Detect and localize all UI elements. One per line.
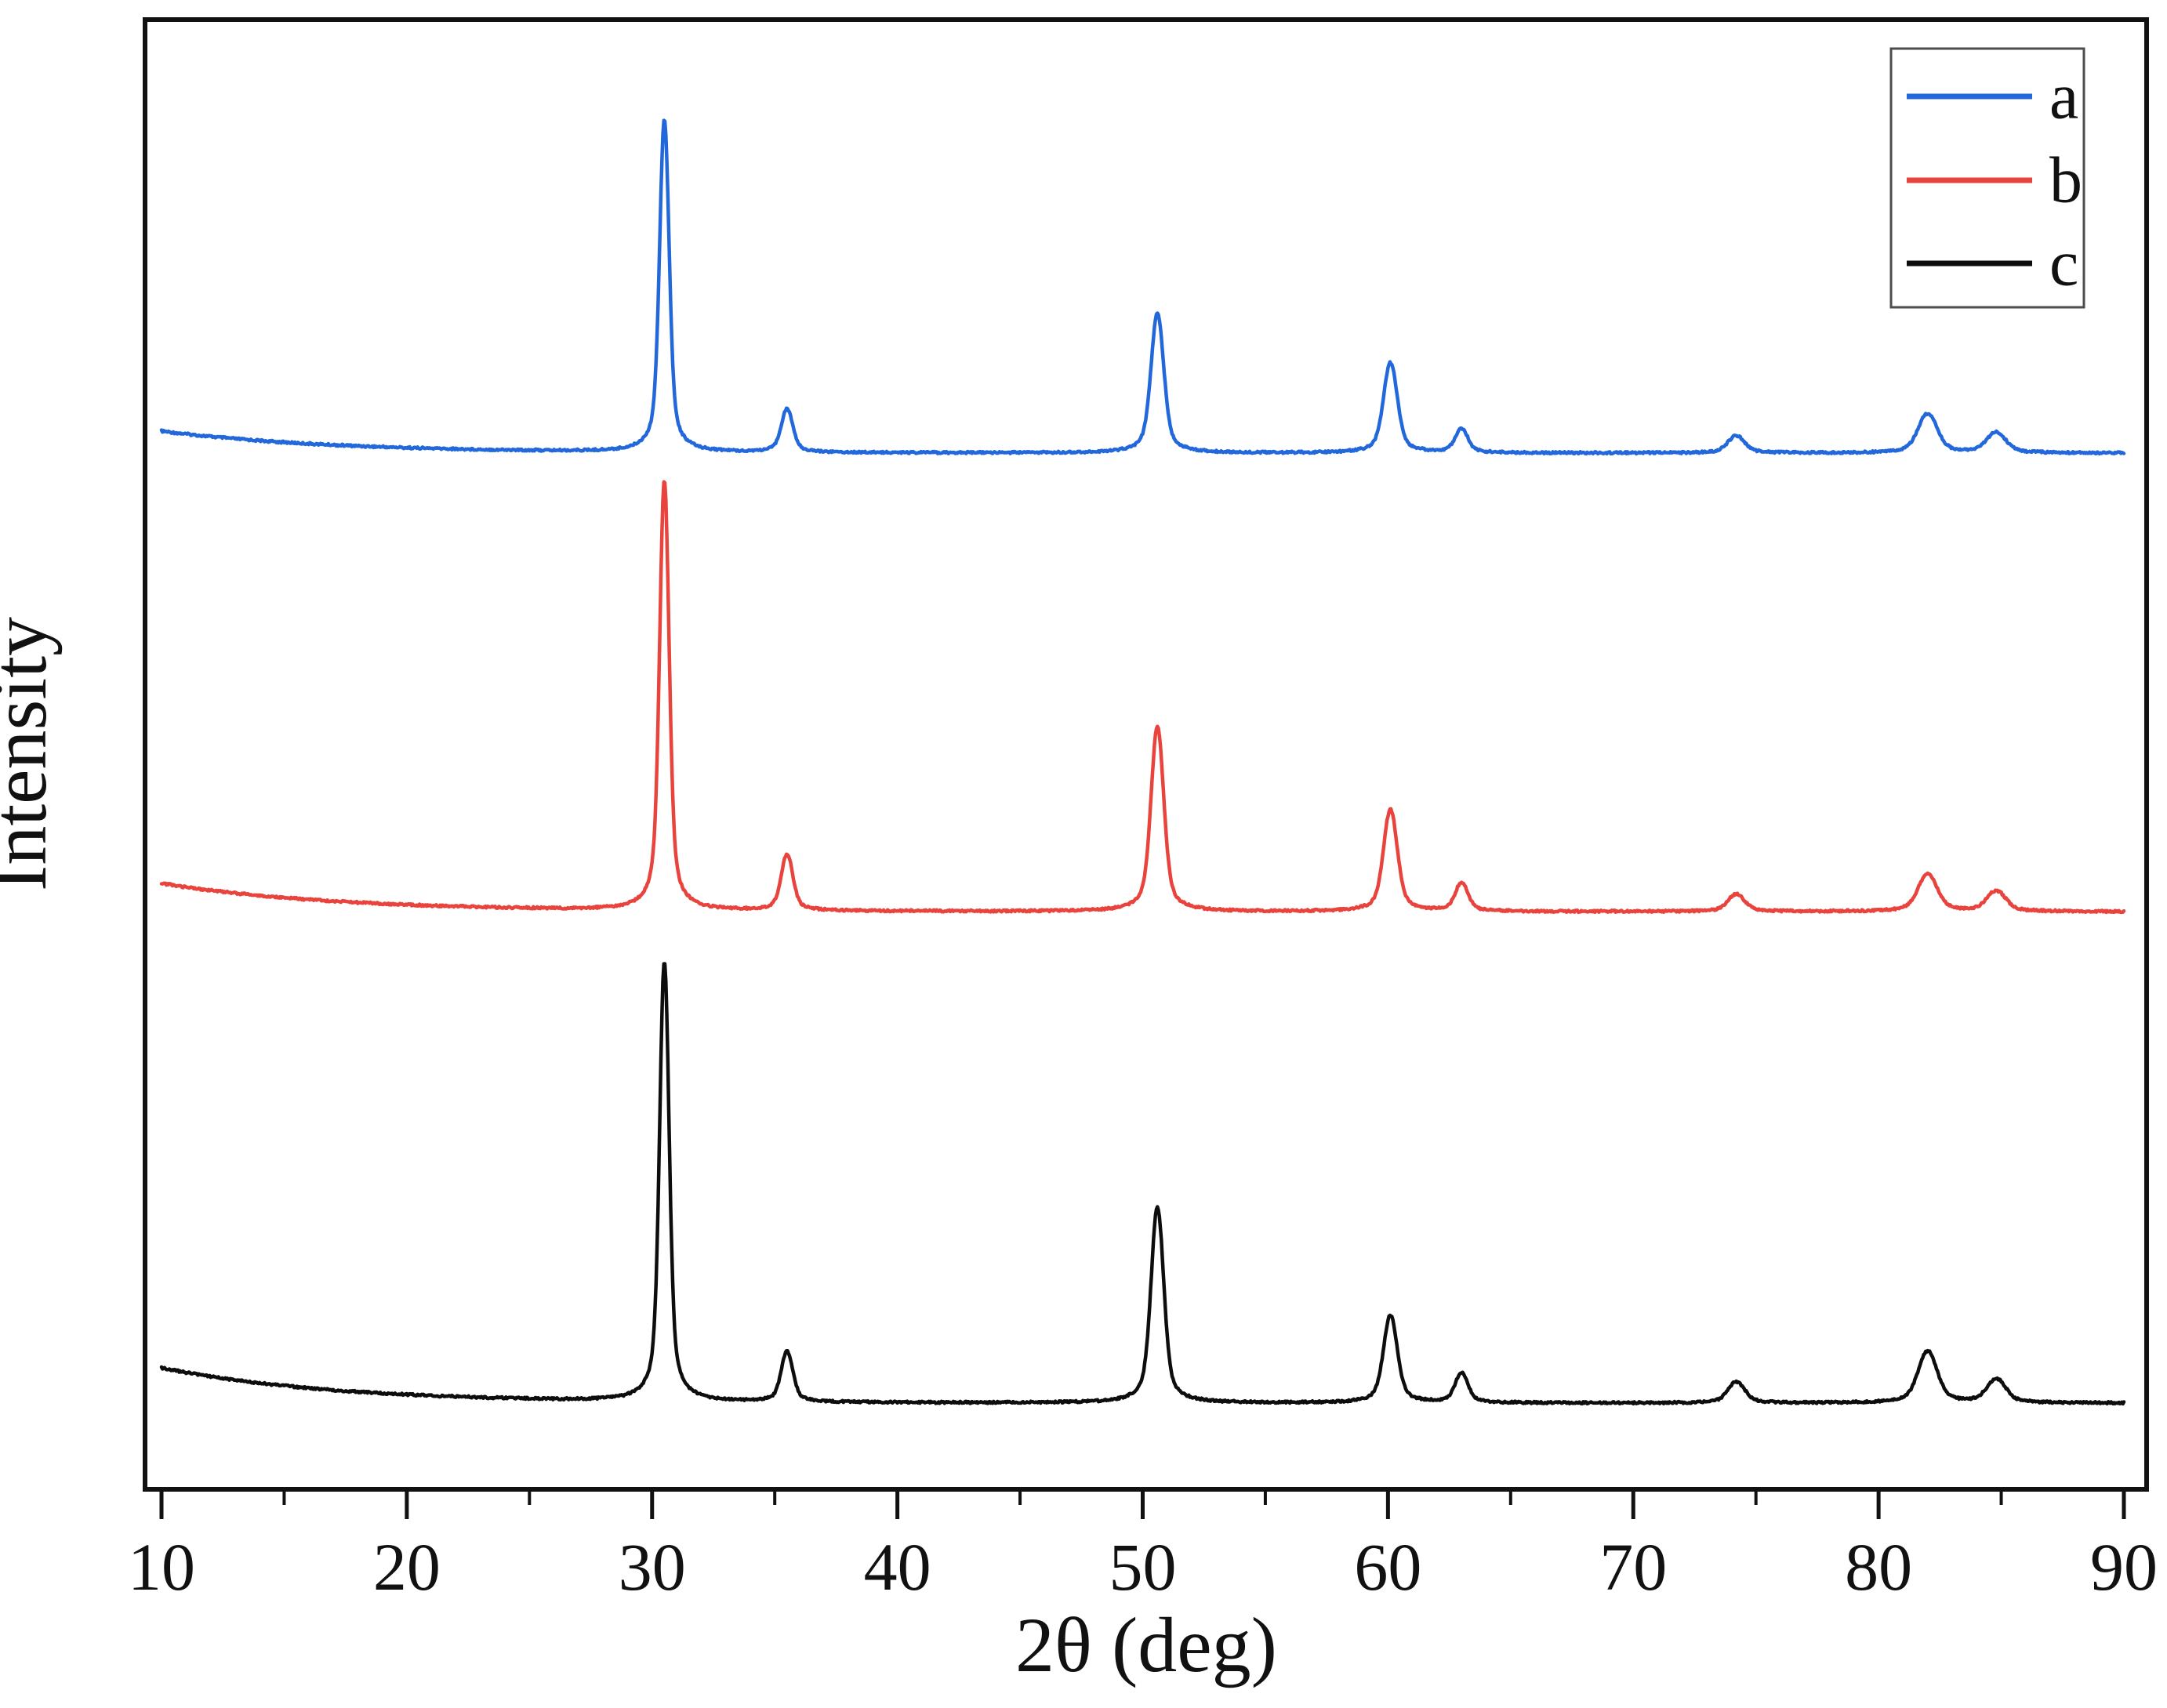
x-axis-title: 2θ (deg)	[1015, 1601, 1277, 1688]
legend-label: b	[2049, 144, 2082, 217]
x-tick-label: 40	[864, 1529, 931, 1605]
legend: abc	[1889, 47, 2085, 309]
legend-label: a	[2049, 60, 2078, 133]
x-tick-label: 60	[1354, 1529, 1421, 1605]
plot-frame	[143, 17, 2149, 1492]
series-b-curve	[159, 480, 2126, 915]
x-tick-label: 70	[1599, 1529, 1667, 1605]
legend-label: c	[2049, 227, 2078, 300]
x-tick-label: 80	[1845, 1529, 1912, 1605]
series-a-curve	[159, 118, 2126, 456]
legend-entry-b: b	[1907, 144, 2082, 217]
x-axis-ticks	[159, 1489, 2126, 1519]
x-tick-labels: 10 20 30 40 50 60 70 80 90	[128, 1529, 2158, 1605]
legend-entry-a: a	[1907, 60, 2078, 133]
x-tick-label: 90	[2090, 1529, 2158, 1605]
legend-entry-c: c	[1907, 227, 2078, 300]
series-c-curve	[159, 962, 2126, 1406]
x-tick-label: 50	[1109, 1529, 1177, 1605]
xrd-curves	[159, 118, 2126, 1406]
x-tick-label: 30	[619, 1529, 686, 1605]
x-tick-label: 20	[373, 1529, 441, 1605]
y-axis-title: Intensity	[0, 617, 63, 891]
x-tick-label: 10	[128, 1529, 195, 1605]
